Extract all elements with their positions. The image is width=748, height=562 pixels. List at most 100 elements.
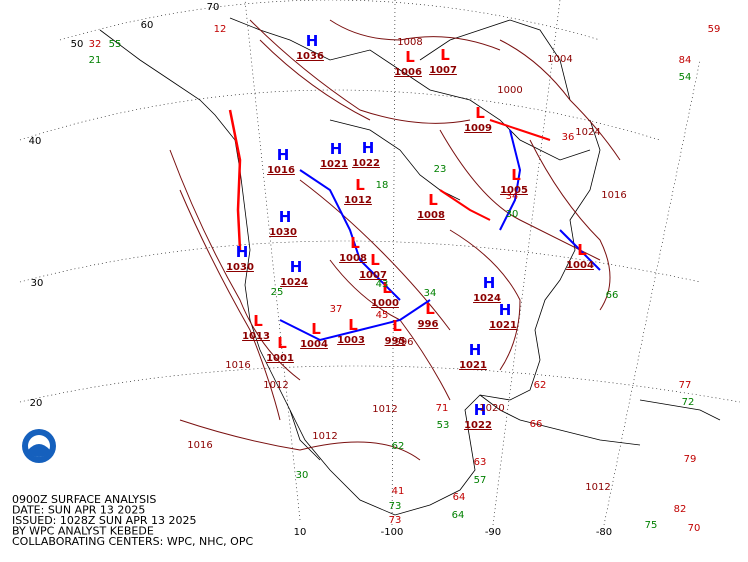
station-temperature: 73: [389, 515, 402, 526]
high-pressure: 1016: [267, 165, 295, 176]
high-pressure: 1024: [280, 277, 308, 288]
station-dewpoint: 18: [376, 180, 389, 191]
longitude-label: -90: [485, 527, 501, 538]
station-temperature: 66: [530, 419, 543, 430]
low-pressure: 1012: [344, 195, 372, 206]
high-pressure: 1024: [473, 293, 501, 304]
station-dewpoint: 75: [645, 520, 658, 531]
isobar-label: 1012: [312, 431, 337, 442]
station-temperature: 77: [679, 380, 692, 391]
low-symbol: L: [425, 300, 435, 318]
station-dewpoint: 25: [271, 287, 284, 298]
high-symbol: H: [277, 146, 290, 164]
longitude-label: -80: [596, 527, 612, 538]
station-temperature: 62: [534, 380, 547, 391]
isobar-label: 1012: [263, 380, 288, 391]
isobars: [169, 19, 621, 461]
low-pressure: 995: [385, 336, 406, 347]
high-symbol: H: [290, 258, 303, 276]
low-pressure: 1003: [337, 335, 365, 346]
low-symbol: L: [277, 334, 287, 352]
isobar-label: 1020: [479, 403, 504, 414]
high-symbol: H: [362, 139, 375, 157]
low-pressure: 1000: [371, 298, 399, 309]
caption-line: BY WPC ANALYST KEBEDE: [12, 525, 154, 538]
station-temperature: 36: [562, 132, 575, 143]
station-dewpoint: 34: [424, 288, 437, 299]
high-symbol: H: [279, 208, 292, 226]
station-dewpoint: 66: [606, 290, 619, 301]
station-temperature: 12: [214, 24, 227, 35]
high-pressure: 1030: [226, 262, 254, 273]
low-symbol: L: [253, 312, 263, 330]
station-dewpoint: 30: [296, 470, 309, 481]
high-pressure: 1036: [296, 51, 324, 62]
isobar-label: 1012: [585, 482, 610, 493]
low-symbol: L: [511, 166, 521, 184]
high-symbol: H: [306, 32, 319, 50]
station-temperature: 82: [674, 504, 687, 515]
isobar-label: 1012: [372, 404, 397, 415]
high-pressure: 1021: [459, 360, 487, 371]
low-symbol: L: [392, 317, 402, 335]
high-symbol: H: [483, 274, 496, 292]
isobar-label: 1016: [225, 360, 250, 371]
station-temperature: 45: [376, 310, 389, 321]
low-symbol: L: [382, 279, 392, 297]
low-pressure: 996: [418, 319, 439, 330]
station-dewpoint: 53: [437, 420, 450, 431]
latitude-label: 30: [31, 278, 44, 289]
isobar-label: 1008: [397, 37, 422, 48]
low-symbol: L: [428, 191, 438, 209]
station-dewpoint: 72: [682, 397, 695, 408]
low-pressure: 1008: [417, 210, 445, 221]
low-pressure: 1008: [339, 253, 367, 264]
high-pressure: 1022: [352, 158, 380, 169]
low-symbol: L: [311, 320, 321, 338]
station-temperature: 37: [330, 304, 343, 315]
low-symbol: L: [355, 176, 365, 194]
station-dewpoint: 43: [376, 279, 389, 290]
station-dewpoint: 54: [679, 72, 692, 83]
low-symbol: L: [577, 241, 587, 259]
low-symbol: L: [475, 104, 485, 122]
station-temperature: 34: [506, 191, 519, 202]
high-pressure: 1021: [489, 320, 517, 331]
high-pressure: 1021: [320, 159, 348, 170]
high-pressure: 1022: [464, 420, 492, 431]
low-pressure: 1001: [266, 353, 294, 364]
low-pressure: 1005: [500, 185, 528, 196]
station-dewpoint: 57: [474, 475, 487, 486]
high-symbol: H: [474, 401, 487, 419]
station-dewpoint: 64: [452, 510, 465, 521]
low-pressure: 1007: [429, 65, 457, 76]
isobar-label: 1016: [187, 440, 212, 451]
low-symbol: L: [348, 316, 358, 334]
lat-lon-grid: [19, 0, 741, 526]
caption-line: 0900Z SURFACE ANALYSIS: [12, 493, 156, 506]
low-symbol: L: [370, 251, 380, 269]
station-dewpoint: 62: [392, 441, 405, 452]
isobar-label: 1004: [547, 54, 572, 65]
high-symbol: H: [236, 243, 249, 261]
latitude-label: 60: [141, 20, 154, 31]
caption-line: COLLABORATING CENTERS: WPC, NHC, OPC: [12, 535, 253, 548]
station-temperature: 32: [89, 39, 102, 50]
latitude-label: 10: [294, 527, 307, 538]
latitude-label: 40: [29, 136, 42, 147]
high-pressure: 1030: [269, 227, 297, 238]
latitude-label: 50: [71, 39, 84, 50]
station-temperature: 84: [679, 55, 692, 66]
station-temperature: 71: [436, 403, 449, 414]
station-dewpoint: 73: [389, 501, 402, 512]
caption-line: DATE: SUN APR 13 2025: [12, 504, 145, 517]
latitude-label: 20: [30, 398, 43, 409]
isobar-label: 1000: [497, 85, 522, 96]
low-pressure: 1009: [464, 123, 492, 134]
caption-line: ISSUED: 1028Z SUN APR 13 2025: [12, 514, 196, 527]
low-pressure: 1004: [300, 339, 328, 350]
low-symbol: L: [440, 46, 450, 64]
high-symbol: H: [499, 301, 512, 319]
fronts: [228, 109, 601, 342]
